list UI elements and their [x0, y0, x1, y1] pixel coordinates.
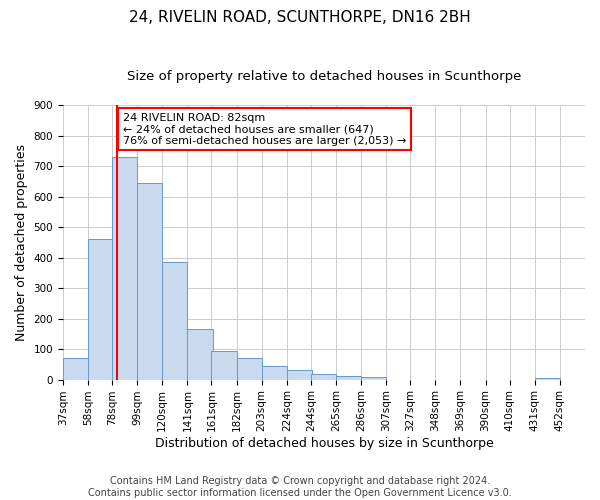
Bar [63, 358, 88, 380]
Bar [187, 330, 212, 380]
Text: 24 RIVELIN ROAD: 82sqm
← 24% of detached houses are smaller (647)
76% of semi-de: 24 RIVELIN ROAD: 82sqm ← 24% of detached… [123, 112, 406, 146]
Bar [236, 358, 262, 380]
X-axis label: Distribution of detached houses by size in Scunthorpe: Distribution of detached houses by size … [155, 437, 493, 450]
Bar [137, 183, 162, 380]
Y-axis label: Number of detached properties: Number of detached properties [15, 144, 28, 341]
Bar [287, 370, 312, 380]
Bar [311, 374, 336, 380]
Bar [211, 350, 236, 380]
Text: Contains HM Land Registry data © Crown copyright and database right 2024.
Contai: Contains HM Land Registry data © Crown c… [88, 476, 512, 498]
Bar [162, 262, 187, 380]
Title: Size of property relative to detached houses in Scunthorpe: Size of property relative to detached ho… [127, 70, 521, 83]
Bar [336, 376, 361, 380]
Bar [535, 378, 560, 380]
Bar [361, 377, 386, 380]
Bar [262, 366, 287, 380]
Text: 24, RIVELIN ROAD, SCUNTHORPE, DN16 2BH: 24, RIVELIN ROAD, SCUNTHORPE, DN16 2BH [129, 10, 471, 25]
Bar [88, 239, 113, 380]
Bar [112, 157, 137, 380]
